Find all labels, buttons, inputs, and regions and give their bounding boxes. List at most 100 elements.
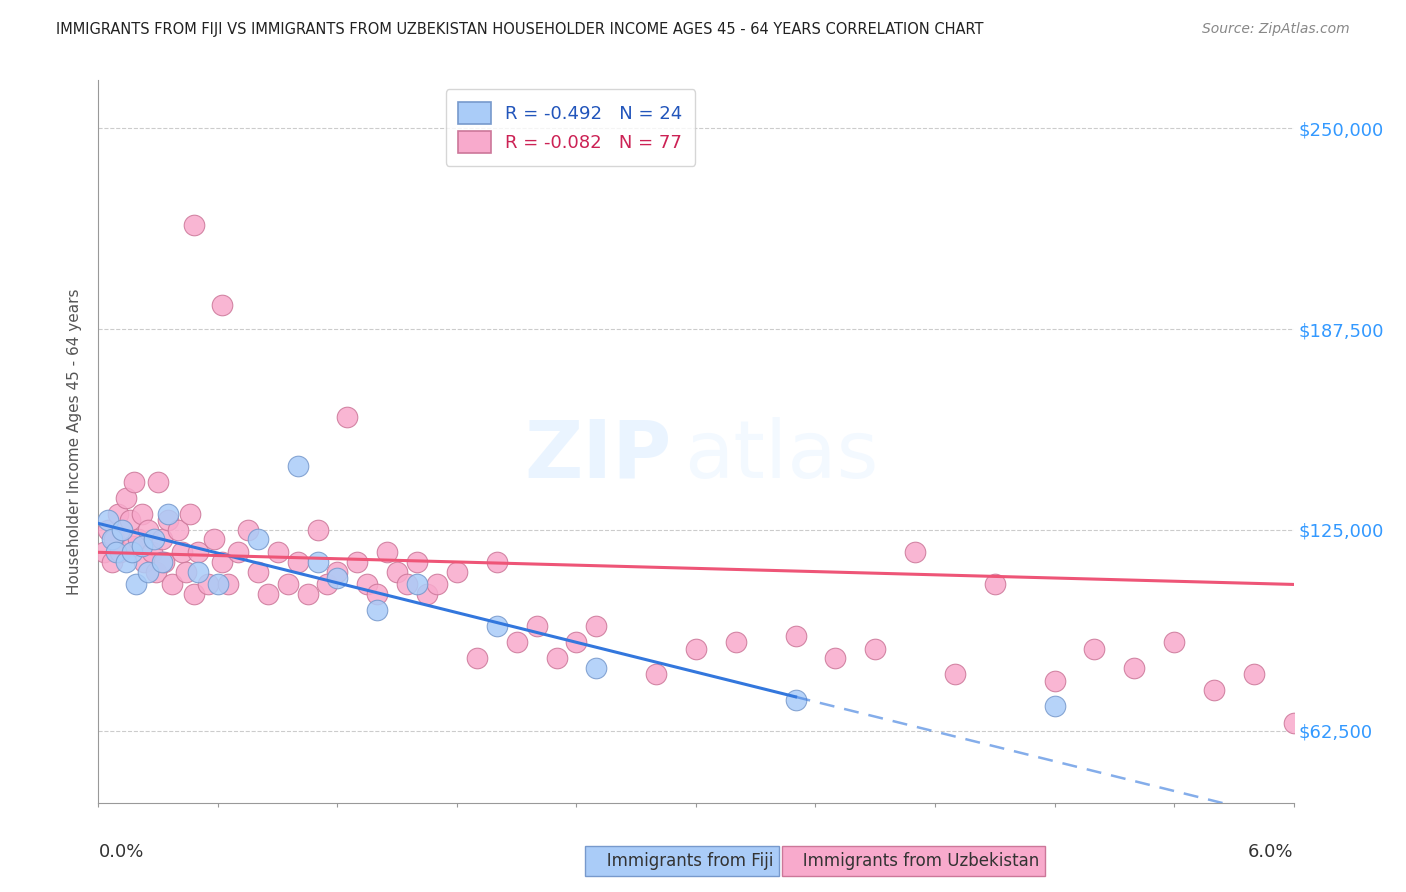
Point [110, 545, 132, 559]
Point [236, 523, 259, 537]
Point [160, 577, 183, 591]
Point [183, 218, 205, 232]
Point [211, 298, 233, 312]
Point [645, 667, 668, 681]
Point [1202, 683, 1225, 698]
Point [465, 651, 488, 665]
Point [366, 603, 388, 617]
Point [101, 555, 124, 569]
Y-axis label: Householder Income Ages 45 - 64 years: Householder Income Ages 45 - 64 years [67, 288, 83, 595]
Point [197, 577, 219, 591]
Point [115, 555, 138, 569]
Point [127, 533, 149, 547]
Point [863, 641, 886, 656]
Point [121, 539, 143, 553]
Text: IMMIGRANTS FROM FIJI VS IMMIGRANTS FROM UZBEKISTAN HOUSEHOLDER INCOME AGES 45 - : IMMIGRANTS FROM FIJI VS IMMIGRANTS FROM … [56, 22, 984, 37]
Point [187, 565, 209, 579]
Point [136, 565, 159, 579]
Point [326, 565, 349, 579]
Text: 6.0%: 6.0% [1249, 843, 1294, 861]
Point [416, 587, 439, 601]
Point [120, 513, 142, 527]
Point [131, 539, 153, 553]
Point [183, 587, 205, 601]
Point [406, 555, 429, 569]
Point [1163, 635, 1185, 649]
Text: Immigrants from Uzbekistan: Immigrants from Uzbekistan [787, 852, 1039, 870]
Point [904, 545, 927, 559]
Point [1043, 673, 1066, 688]
Point [406, 577, 429, 591]
Point [111, 523, 134, 537]
Point [585, 661, 607, 675]
Point [246, 565, 269, 579]
Point [785, 629, 807, 643]
Point [307, 555, 329, 569]
Point [211, 555, 233, 569]
Point [134, 555, 156, 569]
Point [396, 577, 419, 591]
Point [724, 635, 747, 649]
Point [103, 533, 125, 547]
Point [145, 565, 167, 579]
Text: Source: ZipAtlas.com: Source: ZipAtlas.com [1202, 22, 1350, 37]
Point [1123, 661, 1146, 675]
Point [1043, 699, 1066, 714]
Point [785, 693, 807, 707]
Point [685, 641, 707, 656]
Text: Immigrants from Fiji: Immigrants from Fiji [591, 852, 773, 870]
Point [93, 545, 115, 559]
Point [124, 475, 146, 489]
Point [246, 533, 269, 547]
Text: atlas: atlas [685, 417, 879, 495]
Point [277, 577, 299, 591]
Point [526, 619, 548, 633]
Point [426, 577, 449, 591]
Point [172, 545, 194, 559]
Point [485, 555, 508, 569]
Point [207, 577, 229, 591]
Point [485, 619, 508, 633]
Point [546, 651, 568, 665]
Point [366, 587, 388, 601]
Point [131, 507, 153, 521]
Point [375, 545, 398, 559]
Point [157, 507, 180, 521]
Point [174, 565, 197, 579]
Point [506, 635, 529, 649]
Point [97, 523, 120, 537]
Point [141, 545, 163, 559]
Point [226, 545, 249, 559]
Point [153, 555, 176, 569]
Point [97, 513, 120, 527]
Point [287, 458, 309, 473]
Point [148, 475, 170, 489]
Point [187, 545, 209, 559]
Point [115, 491, 138, 505]
Text: ZIP: ZIP [524, 417, 672, 495]
Point [943, 667, 966, 681]
Point [136, 523, 159, 537]
Point [256, 587, 278, 601]
Point [157, 513, 180, 527]
Point [143, 533, 166, 547]
Point [824, 651, 846, 665]
Point [385, 565, 409, 579]
Point [150, 555, 173, 569]
Point [1243, 667, 1265, 681]
Legend: R = -0.492   N = 24, R = -0.082   N = 77: R = -0.492 N = 24, R = -0.082 N = 77 [446, 89, 695, 166]
Point [121, 545, 143, 559]
Point [179, 507, 201, 521]
Point [1083, 641, 1105, 656]
Point [326, 571, 349, 585]
Point [307, 523, 329, 537]
Point [336, 410, 359, 425]
Point [984, 577, 1007, 591]
Point [105, 545, 128, 559]
Point [356, 577, 378, 591]
Point [217, 577, 239, 591]
Point [101, 533, 124, 547]
Point [267, 545, 290, 559]
Point [565, 635, 588, 649]
Point [346, 555, 368, 569]
